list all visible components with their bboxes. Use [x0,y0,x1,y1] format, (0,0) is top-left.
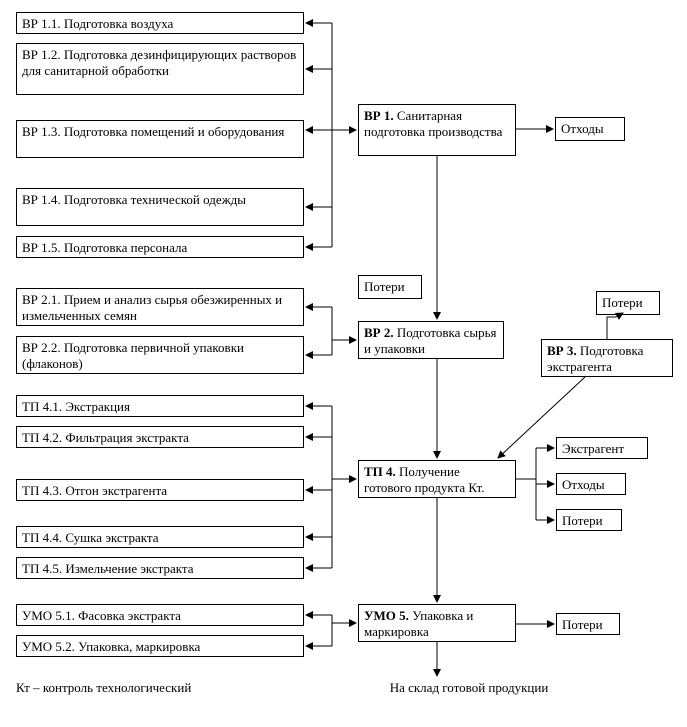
node-vr1: ВР 1. Санитарная подготовка производства [358,104,516,156]
label: ВР 1.5. Подготовка персонала [22,240,187,255]
node-vr12: ВР 1.2. Подготовка дезинфицирующих раств… [16,43,304,95]
label: ВР 1.3. Подготовка помещений и оборудова… [22,124,284,139]
bold: ТП 4. [364,464,396,479]
node-umo52: УМО 5.2. Упаковка, маркировка [16,635,304,657]
label: Потери [364,279,405,294]
bold: ВР 1. [364,108,394,123]
node-umo5: УМО 5. Упаковка и маркировка [358,604,516,642]
node-vr14: ВР 1.4. Подготовка технической одежды [16,188,304,226]
node-tp44: ТП 4.4. Сушка экстракта [16,526,304,548]
label: ТП 4.3. Отгон экстрагента [22,483,167,498]
node-vr2: ВР 2. Подготовка сырья и упаковки [358,321,504,359]
node-tp45: ТП 4.5. Измельчение экстракта [16,557,304,579]
node-tp43: ТП 4.3. Отгон экстрагента [16,479,304,501]
node-vr3-loss: Потери [596,291,660,315]
node-tp41: ТП 4.1. Экстракция [16,395,304,417]
label: ТП 4.1. Экстракция [22,399,130,414]
node-vr3: ВР 3. Подготовка экстрагента [541,339,673,377]
label: Экстрагент [562,441,624,456]
label: Потери [602,295,643,310]
label: ВР 1.2. Подготовка дезинфицирующих раств… [22,47,296,78]
node-umo51: УМО 5.1. Фасовка экстракта [16,604,304,626]
node-vr15: ВР 1.5. Подготовка персонала [16,236,304,258]
label: Отходы [561,121,604,136]
label: Кт – контроль технологический [16,680,191,695]
bold: УМО 5. [364,608,409,623]
label: ВР 2.1. Прием и анализ сырья обезжиренны… [22,292,282,323]
label: УМО 5.2. Упаковка, маркировка [22,639,200,654]
label: Отходы [562,477,605,492]
node-vr1-out: Отходы [555,117,625,141]
node-vr13: ВР 1.3. Подготовка помещений и оборудова… [16,120,304,158]
node-tp4: ТП 4. Получение готового продукта Кт. [358,460,516,498]
node-umo5-loss: Потери [556,613,620,635]
node-vr1-loss: Потери [358,275,422,299]
label: Потери [562,513,603,528]
node-vr11: ВР 1.1. Подготовка воздуха [16,12,304,34]
label: Потери [562,617,603,632]
node-tp42: ТП 4.2. Фильтрация экстракта [16,426,304,448]
label: ВР 1.4. Подготовка технической одежды [22,192,246,207]
legend-text: Кт – контроль технологический [16,680,276,696]
bold: ВР 2. [364,325,394,340]
label: ВР 2.2. Подготовка первичной упаковки (ф… [22,340,244,371]
node-vr21: ВР 2.1. Прием и анализ сырья обезжиренны… [16,288,304,326]
node-vr22: ВР 2.2. Подготовка первичной упаковки (ф… [16,336,304,374]
bold: ВР 3. [547,343,577,358]
label: ТП 4.5. Измельчение экстракта [22,561,194,576]
label: ТП 4.2. Фильтрация экстракта [22,430,189,445]
label: УМО 5.1. Фасовка экстракта [22,608,181,623]
node-tp4-out2: Отходы [556,473,626,495]
label: На склад готовой продукции [390,680,549,695]
final-text: На склад готовой продукции [384,680,554,696]
label: ВР 1.1. Подготовка воздуха [22,16,173,31]
node-tp4-out3: Потери [556,509,622,531]
label: ТП 4.4. Сушка экстракта [22,530,159,545]
node-tp4-out1: Экстрагент [556,437,648,459]
